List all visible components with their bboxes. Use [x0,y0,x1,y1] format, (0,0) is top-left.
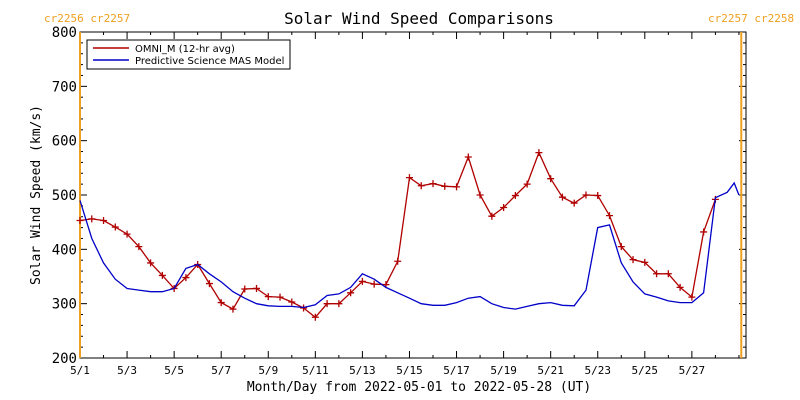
y-tick-label: 400 [52,242,77,258]
y-tick-label: 500 [52,188,77,204]
y-tick-label: 700 [52,79,77,95]
series-point-0 [100,217,108,225]
y-tick-label: 600 [52,134,77,150]
series-point-0 [311,313,319,321]
x-tick-label: 5/17 [443,364,470,377]
x-tick-label: 5/3 [117,364,137,377]
series-point-0 [394,257,402,265]
series-point-0 [511,192,519,200]
series-point-0 [700,228,708,236]
y-tick-label: 200 [52,351,77,367]
series-line-1 [79,181,740,310]
series-point-0 [441,182,449,190]
series-point-0 [594,192,602,200]
series-point-0 [370,280,378,288]
series-point-0 [123,230,131,238]
series-point-0 [523,180,531,188]
carrington-label-right: cr2257 cr2258 [708,12,794,25]
x-tick-label: 5/21 [537,364,564,377]
series-point-0 [664,270,672,278]
plot-area: 200 300 400 500 600 700 800 5/1 5/3 5/5 5/7 5/9 5/11… [52,25,747,377]
series-point-0 [582,191,590,199]
series-point-0 [629,256,637,264]
series-point-0 [241,285,249,293]
y-axis-label: Solar Wind Speed (km/s) [29,105,44,285]
series-point-0 [135,243,143,251]
x-tick-label: 5/25 [632,364,659,377]
series-point-0 [476,191,484,199]
series-point-0 [76,217,84,225]
series-point-0 [417,182,425,190]
series-point-0 [205,280,213,288]
series-point-0 [606,212,614,220]
series-point-0 [464,153,472,161]
series-point-0 [453,183,461,191]
x-tick-label: 5/13 [349,364,376,377]
series-point-0 [111,223,119,231]
series-point-0 [264,293,272,301]
legend-box [86,39,291,70]
x-tick-label: 5/11 [302,364,329,377]
series-point-0 [558,193,566,201]
series-point-0 [688,293,696,301]
x-tick-label: 5/23 [584,364,611,377]
series-point-0 [405,174,413,182]
series-point-0 [335,300,343,308]
chart-title: Solar Wind Speed Comparisons [284,9,554,28]
series-point-0 [217,299,225,307]
series-point-0 [676,283,684,291]
series-point-0 [158,271,166,279]
x-tick-label: 5/9 [258,364,278,377]
series-point-0 [500,203,508,211]
x-tick-label: 5/27 [679,364,706,377]
legend-label-1: Predictive Science MAS Model [135,56,284,67]
y-tick-label: 800 [52,25,77,41]
series-point-0 [358,277,366,285]
series-point-0 [570,199,578,207]
series-point-0 [276,293,284,301]
series-point-0 [229,305,237,313]
series-point-0 [617,243,625,251]
series-point-0 [347,289,355,297]
series-point-0 [323,300,331,308]
x-tick-label: 5/1 [70,364,90,377]
x-tick-label: 5/5 [164,364,184,377]
series-point-0 [641,258,649,266]
series-point-0 [547,175,555,183]
series-point-0 [488,212,496,220]
x-tick-label: 5/15 [396,364,423,377]
y-tick-label: 300 [52,297,77,313]
carrington-label-left: cr2256 cr2257 [44,12,130,25]
series-point-0 [653,270,661,278]
plot-frame [79,31,747,359]
x-axis-label: Month/Day from 2022-05-01 to 2022-05-28 … [247,380,591,395]
series-point-0 [88,215,96,223]
x-tick-label: 5/7 [211,364,231,377]
series-point-0 [182,274,190,282]
legend-label-0: OMNI_M (12-hr avg) [135,44,235,55]
series-point-0 [535,149,543,157]
x-tick-label: 5/19 [490,364,517,377]
series-point-0 [147,259,155,267]
series-point-0 [253,284,261,292]
series-point-0 [429,180,437,188]
series-point-0 [288,298,296,306]
